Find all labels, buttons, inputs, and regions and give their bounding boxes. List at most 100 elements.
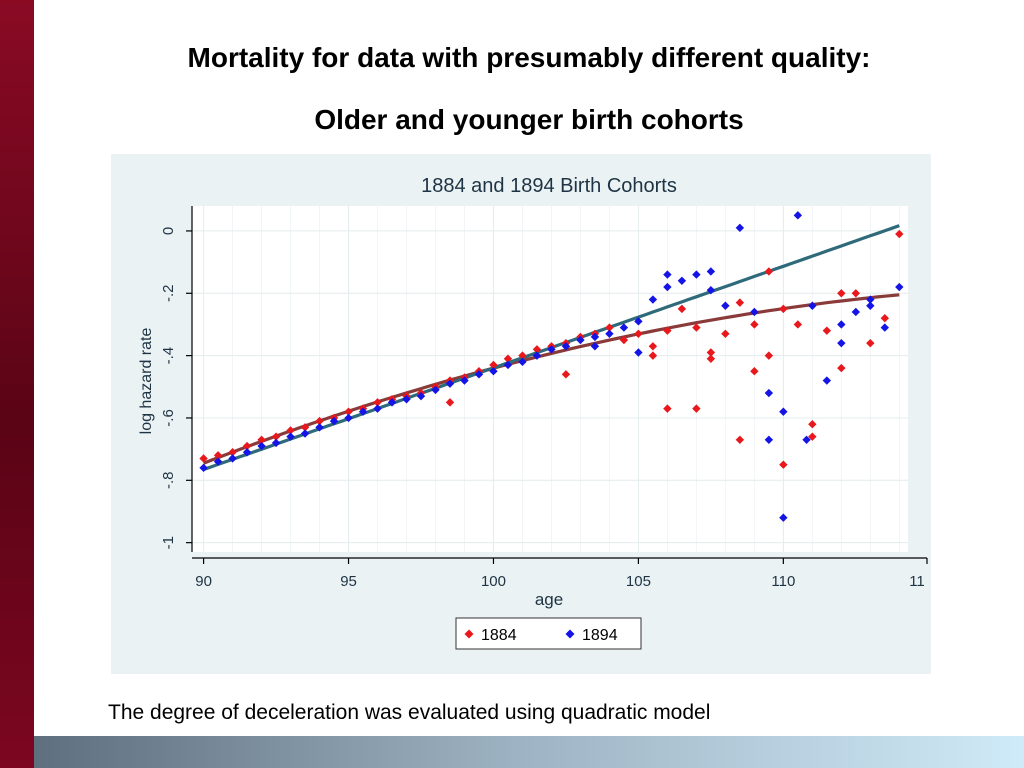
data-point-1894 <box>779 513 788 522</box>
data-point-1884 <box>300 423 310 432</box>
data-point-1884 <box>213 451 223 460</box>
data-point-1894 <box>764 388 774 398</box>
x-tick-label: 100 <box>481 573 506 590</box>
data-point-1884 <box>286 426 295 435</box>
data-point-1894 <box>590 342 600 351</box>
data-point-1884 <box>677 304 687 314</box>
chart-panel: 1884 and 1894 Birth Cohorts 90 95 100 105 11… <box>111 154 931 674</box>
legend-label-1894: 1894 <box>582 627 618 644</box>
data-point-1884 <box>793 320 803 329</box>
x-axis-label: age <box>535 590 563 609</box>
data-point-1894 <box>300 429 310 438</box>
data-point-1884 <box>779 460 788 469</box>
y-tick-label: -1 <box>160 536 177 549</box>
data-point-1894 <box>199 463 208 473</box>
data-point-1884 <box>445 398 455 407</box>
data-point-1884 <box>648 342 658 351</box>
data-point-1884 <box>721 329 730 339</box>
x-tick-label: 11 <box>909 573 925 590</box>
slide-title-line-1: Mortality for data with presumably diffe… <box>187 42 871 73</box>
data-point-1884 <box>895 229 904 239</box>
data-point-1884 <box>750 320 759 329</box>
data-point-1894 <box>779 407 788 416</box>
data-point-1884 <box>228 448 237 457</box>
data-point-1894 <box>315 423 324 432</box>
legend-marker-1884 <box>464 629 474 639</box>
data-point-1894 <box>851 307 861 317</box>
data-point-1894 <box>735 223 745 233</box>
data-point-1894 <box>445 379 455 388</box>
y-tick-label: -.4 <box>160 347 177 365</box>
data-point-1894 <box>663 282 672 292</box>
data-point-1894 <box>866 295 875 304</box>
data-point-1894 <box>242 448 252 457</box>
data-point-1884 <box>648 351 658 360</box>
scatter-chart: 1884 and 1894 Birth Cohorts 90 95 100 105 11… <box>138 175 928 650</box>
chart-legend: 1884 1894 <box>455 617 642 650</box>
data-points <box>199 211 904 522</box>
data-point-1884 <box>242 441 252 451</box>
data-point-1894 <box>619 323 629 332</box>
data-point-1894 <box>750 307 759 317</box>
y-tick-label: -.2 <box>160 285 177 303</box>
data-point-1894 <box>373 404 382 413</box>
data-point-1884 <box>605 323 614 332</box>
slide-title-line-2: Older and younger birth cohorts <box>314 104 744 135</box>
data-point-1894 <box>692 270 701 279</box>
data-point-1894 <box>822 376 832 385</box>
data-point-1894 <box>532 351 542 360</box>
data-point-1884 <box>344 407 353 416</box>
data-point-1884 <box>837 363 846 373</box>
data-point-1894 <box>271 438 281 448</box>
y-tick-label: -.8 <box>160 472 177 490</box>
data-point-1894 <box>721 301 730 310</box>
data-point-1894 <box>880 323 890 332</box>
data-point-1894 <box>547 345 556 354</box>
data-point-1884 <box>764 267 774 276</box>
x-tick-label: 110 <box>771 573 795 590</box>
data-point-1884 <box>315 416 324 426</box>
data-point-1894 <box>634 317 643 326</box>
data-point-1894 <box>764 435 774 444</box>
data-point-1894 <box>257 441 266 451</box>
legend-box <box>455 617 642 650</box>
data-point-1894 <box>808 301 817 310</box>
data-point-1884 <box>692 404 701 413</box>
data-point-1884 <box>779 304 788 314</box>
data-point-1884 <box>866 338 875 348</box>
data-point-1884 <box>634 329 643 339</box>
data-point-1894 <box>663 270 672 279</box>
slide-left-accent-bar <box>0 0 34 768</box>
data-point-1884 <box>663 404 672 413</box>
data-point-1894 <box>344 413 353 423</box>
data-point-1894 <box>329 416 339 426</box>
legend-marker-1894 <box>565 629 575 639</box>
data-point-1884 <box>822 326 832 335</box>
data-point-1894 <box>503 360 513 370</box>
y-tick-label: 0 <box>160 227 177 235</box>
data-point-1894 <box>706 267 716 276</box>
data-point-1884 <box>257 435 266 444</box>
data-point-1894 <box>802 435 811 444</box>
data-point-1894 <box>489 367 498 376</box>
plot-area <box>192 206 908 552</box>
data-point-1894 <box>431 385 440 395</box>
x-tick-label: 95 <box>340 573 357 590</box>
data-point-1884 <box>692 323 701 332</box>
y-tick-label: -.6 <box>160 409 177 427</box>
data-point-1884 <box>735 435 745 444</box>
chart-title: 1884 and 1894 Birth Cohorts <box>421 175 677 197</box>
y-axis-label: log hazard rate <box>138 328 155 435</box>
data-point-1894 <box>648 295 658 304</box>
data-point-1884 <box>663 326 672 335</box>
data-point-1894 <box>213 457 223 466</box>
data-point-1894 <box>228 454 237 463</box>
data-point-1894 <box>706 285 716 295</box>
data-point-1894 <box>518 357 527 367</box>
legend-label-1884: 1884 <box>481 627 517 644</box>
data-point-1884 <box>764 351 774 360</box>
x-tick-label: 105 <box>626 573 651 590</box>
data-point-1884 <box>271 432 281 441</box>
data-point-1884 <box>837 289 846 298</box>
data-point-1894 <box>677 276 687 286</box>
